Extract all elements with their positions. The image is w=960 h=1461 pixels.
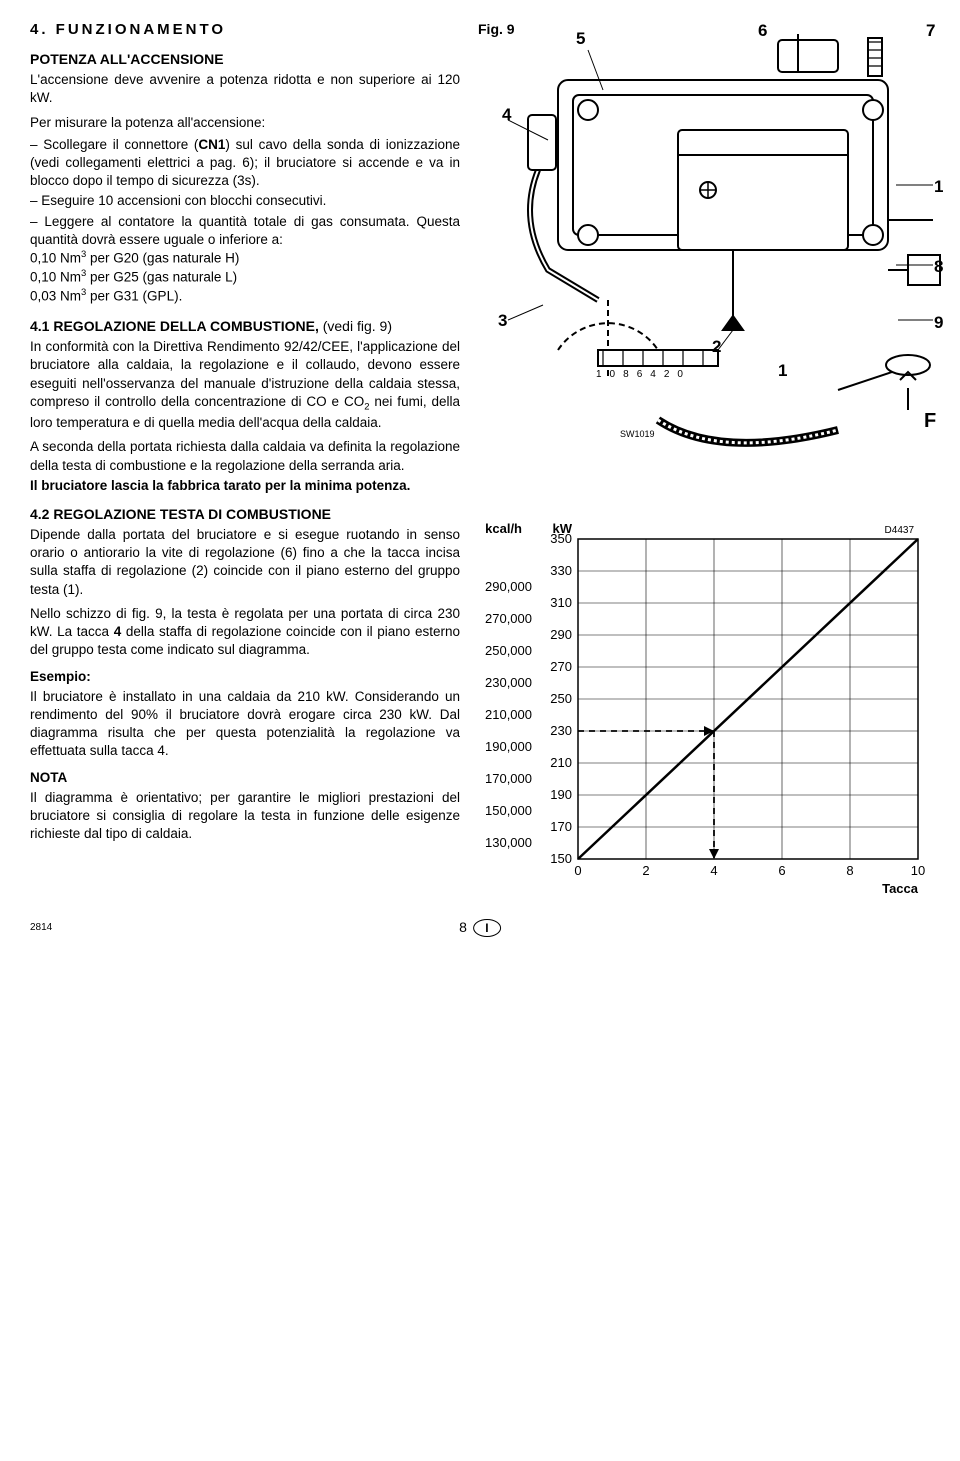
nota-text: Il diagramma è orientativo; per garantir… (30, 789, 460, 844)
nota-head: NOTA (30, 769, 460, 787)
q-val: 0,03 Nm (30, 288, 81, 303)
cn1-bold: CN1 (198, 137, 225, 152)
svg-text:kW: kW (553, 521, 573, 536)
svg-text:170,000: 170,000 (485, 771, 532, 786)
svg-text:10: 10 (911, 863, 925, 878)
callout-9: 9 (934, 312, 943, 335)
callout-8: 8 (934, 256, 943, 279)
q-val: 0,10 Nm (30, 269, 81, 284)
callout-6: 6 (758, 20, 767, 43)
s42-p2: Nello schizzo di fig. 9, la testa è rego… (30, 605, 460, 660)
page-number: 8 (459, 918, 467, 937)
callout-F: F (924, 408, 936, 435)
svg-text:D4437: D4437 (885, 525, 915, 536)
svg-text:190: 190 (550, 787, 572, 802)
svg-text:170: 170 (550, 819, 572, 834)
s41-p1: In conformità con la Direttiva Rendiment… (30, 338, 460, 432)
svg-text:290,000: 290,000 (485, 579, 532, 594)
callout-7: 7 (926, 20, 935, 43)
svg-text:230: 230 (550, 723, 572, 738)
callout-4: 4 (502, 104, 511, 127)
svg-text:250: 250 (550, 691, 572, 706)
svg-text:6: 6 (778, 863, 785, 878)
svg-text:270,000: 270,000 (485, 611, 532, 626)
potenza-head: POTENZA ALL'ACCENSIONE (30, 50, 460, 69)
svg-text:130,000: 130,000 (485, 835, 532, 850)
text: Leggere al contatore la quantità totale … (30, 214, 460, 247)
svg-text:210,000: 210,000 (485, 707, 532, 722)
svg-text:210: 210 (550, 755, 572, 770)
section-title: 4. FUNZIONAMENTO (30, 20, 460, 40)
svg-text:0: 0 (574, 863, 581, 878)
footer-page: 8 I (459, 918, 501, 937)
list-item: Eseguire 10 accensioni con blocchi conse… (30, 192, 460, 210)
section-4-1-title: 4.1 REGOLAZIONE DELLA COMBUSTIONE, (vedi… (30, 317, 460, 336)
svg-text:4: 4 (710, 863, 717, 878)
q-desc: per G20 (gas naturale H) (86, 251, 239, 266)
section-4-2-title: 4.2 REGOLAZIONE TESTA DI COMBUSTIONE (30, 505, 460, 524)
text: Scollegare il connettore ( (43, 137, 198, 152)
scale-labels: 1086420 (596, 368, 691, 382)
svg-text:190,000: 190,000 (485, 739, 532, 754)
q-desc: per G31 (GPL). (86, 288, 182, 303)
svg-text:8: 8 (846, 863, 853, 878)
q-desc: per G25 (gas naturale L) (86, 269, 237, 284)
callout-1b: 1 (778, 360, 787, 383)
list-item: Scollegare il connettore (CN1) sul cavo … (30, 136, 460, 191)
svg-text:230,000: 230,000 (485, 675, 532, 690)
svg-text:Tacca: Tacca (882, 881, 919, 896)
svg-text:kcal/h: kcal/h (485, 521, 522, 536)
svg-text:330: 330 (550, 563, 572, 578)
title-text: 4.1 REGOLAZIONE DELLA COMBUSTIONE, (30, 318, 323, 334)
callout-1: 1 (934, 176, 943, 199)
svg-text:150,000: 150,000 (485, 803, 532, 818)
callout-3: 3 (498, 310, 507, 333)
head-adjustment-chart: 0246810150170190210230250270290310330350… (478, 509, 948, 909)
fig-label: Fig. 9 (478, 20, 515, 39)
lang-badge: I (473, 919, 501, 937)
svg-text:310: 310 (550, 595, 572, 610)
instruction-list: Scollegare il connettore (CN1) sul cavo … (30, 136, 460, 305)
esempio-head: Esempio: (30, 668, 460, 686)
callout-2: 2 (712, 336, 721, 359)
list-item: Leggere al contatore la quantità totale … (30, 213, 460, 306)
potenza-text: L'accensione deve avvenire a potenza rid… (30, 71, 460, 107)
svg-text:150: 150 (550, 851, 572, 866)
sw-code: SW1019 (620, 428, 655, 440)
svg-text:2: 2 (642, 863, 649, 878)
svg-text:270: 270 (550, 659, 572, 674)
misurare-intro: Per misurare la potenza all'accensione: (30, 114, 460, 132)
s41-p2: A seconda della portata richiesta dalla … (30, 438, 460, 474)
svg-text:290: 290 (550, 627, 572, 642)
s41-p3: Il bruciatore lascia la fabbrica tarato … (30, 477, 460, 495)
s42-p1: Dipende dalla portata del bruciatore e s… (30, 526, 460, 599)
q-val: 0,10 Nm (30, 251, 81, 266)
svg-text:250,000: 250,000 (485, 643, 532, 658)
footer-code: 2814 (30, 921, 52, 935)
callout-5: 5 (576, 28, 585, 51)
title-ref: (vedi fig. 9) (323, 318, 392, 334)
figure-9-diagram: Fig. 9 5 4 6 7 1 8 9 3 2 1 F 1086420 SW1… (478, 20, 948, 490)
esempio-text: Il bruciatore è installato in una caldai… (30, 688, 460, 761)
